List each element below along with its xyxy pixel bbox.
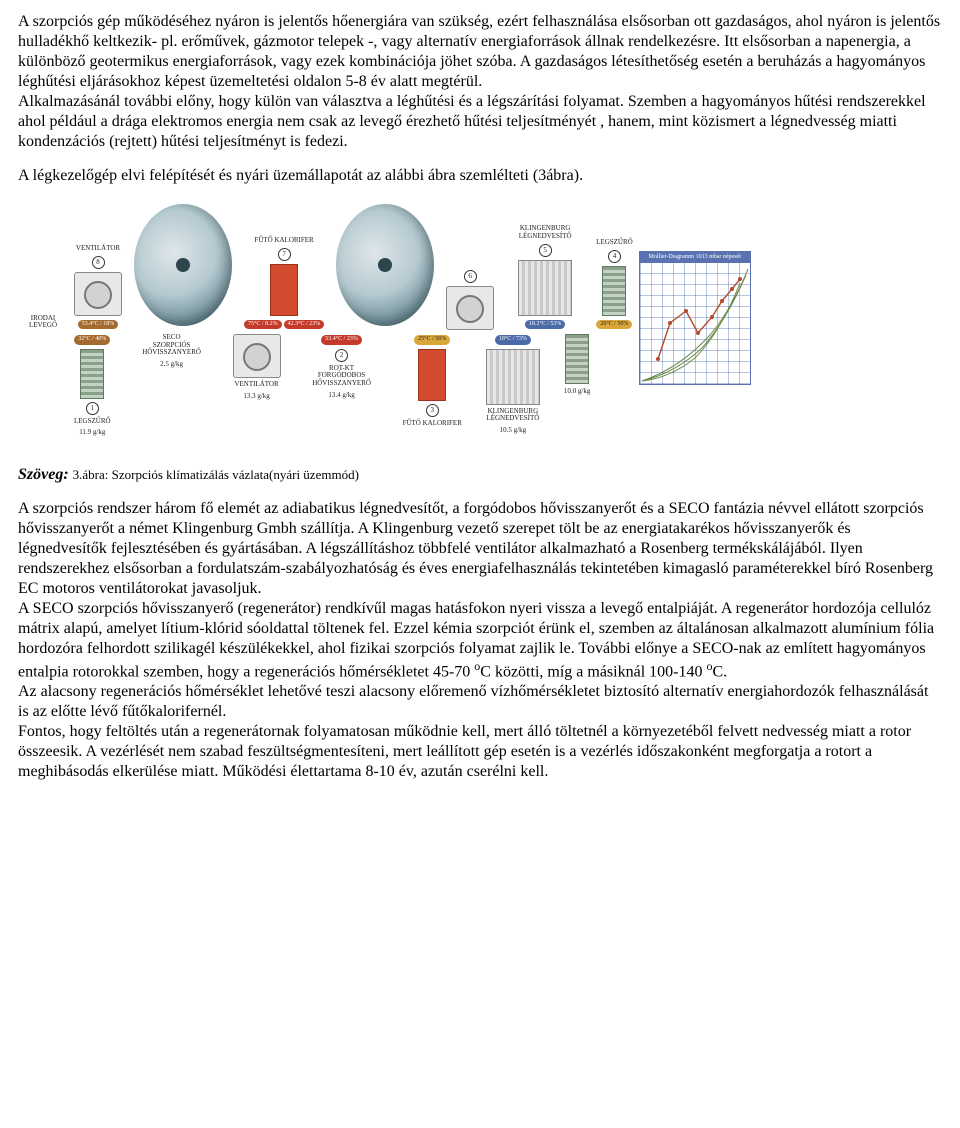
humidifier-icon <box>486 349 540 405</box>
fan-icon <box>233 334 281 378</box>
mollier-diagram: Mollier-Diagramm 1013 mbar népesét <box>639 251 751 385</box>
mollier-chart-svg <box>640 263 750 384</box>
heater-icon <box>418 349 446 401</box>
figure-caption: Szöveg: 3.ábra: Szorpciós klímatizálás v… <box>18 465 942 485</box>
filter-icon <box>565 334 589 384</box>
heater-icon <box>270 264 298 316</box>
paragraph-3: A légkezelőgép elvi felépítését és nyári… <box>18 166 942 186</box>
schematic: IRODAI LEVEGŐ VENTILÁTOR 8 53.4°C / 18% … <box>18 200 633 437</box>
fan-icon <box>446 286 494 330</box>
paragraph-1: A szorpciós gép működéséhez nyáron is je… <box>18 12 942 152</box>
rotary-wheel-icon <box>330 200 440 330</box>
flow-in-label: IRODAI LEVEGŐ <box>18 315 68 330</box>
humidifier-icon <box>518 260 572 316</box>
seco-wheel-icon <box>128 200 238 330</box>
fan-icon <box>74 272 122 316</box>
filter-icon <box>80 349 104 399</box>
filter-icon <box>602 266 626 316</box>
paragraph-4: A szorpciós rendszer három fő elemét az … <box>18 499 942 782</box>
figure-3-diagram: IRODAI LEVEGŐ VENTILÁTOR 8 53.4°C / 18% … <box>18 200 942 437</box>
